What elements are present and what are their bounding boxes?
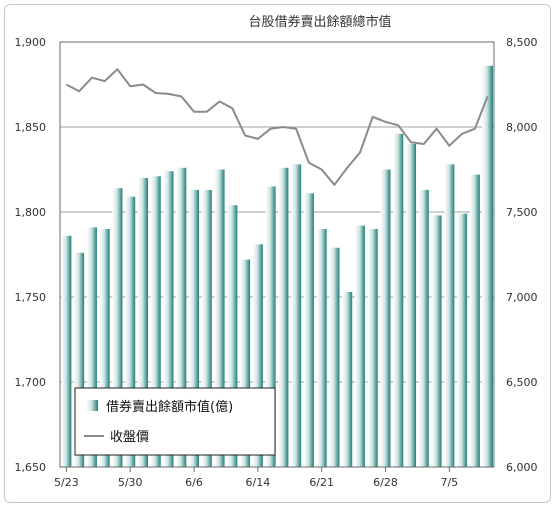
chart-title: 台股借券賣出餘額總市值 [248, 14, 391, 30]
left-tick-label: 1,850 [15, 121, 47, 134]
bar [291, 164, 302, 467]
right-axis: 6,000 6,500 7,000 7,500 8,000 8,500 [506, 36, 538, 474]
bar [444, 164, 455, 467]
plot-area-border [59, 41, 495, 468]
left-axis: 1,650 1,700 1,750 1,800 1,850 1,900 [15, 36, 47, 474]
bar [99, 229, 110, 467]
left-tick-label: 1,900 [15, 36, 47, 49]
right-tick-label: 6,500 [506, 376, 538, 389]
x-tick-label: 6/21 [309, 476, 334, 489]
right-tick-label: 8,500 [506, 36, 538, 49]
bar [316, 229, 327, 467]
bar [125, 196, 136, 467]
left-tick-label: 1,750 [15, 291, 47, 304]
left-tick-label: 1,650 [15, 461, 47, 474]
legend-line-label: 收盤價 [110, 430, 149, 445]
bar [214, 169, 225, 467]
bar [61, 235, 72, 467]
x-tick-label: 7/5 [440, 476, 458, 489]
bar [227, 205, 238, 467]
bar [342, 291, 353, 467]
x-tick-label: 6/14 [246, 476, 271, 489]
legend: 借券賣出餘額市值(億) 收盤價 [74, 387, 276, 456]
line-path [65, 68, 489, 186]
legend-box [74, 387, 276, 456]
bar-series [61, 65, 493, 468]
right-tick-label: 8,000 [506, 121, 538, 134]
bar [367, 229, 378, 467]
bar [457, 213, 468, 467]
bar [393, 133, 404, 468]
bar [406, 144, 417, 467]
bar [86, 227, 97, 467]
bar [112, 188, 123, 467]
bar [163, 171, 174, 467]
bar [303, 193, 314, 468]
x-tick-label: 5/23 [54, 476, 79, 489]
bar [380, 169, 391, 467]
legend-bar-swatch [86, 400, 98, 411]
bar [354, 225, 365, 467]
bar [265, 186, 276, 467]
left-tick-label: 1,800 [15, 206, 47, 219]
gridlines [60, 126, 494, 383]
x-tick-label: 5/30 [118, 476, 143, 489]
right-tick-label: 6,000 [506, 461, 538, 474]
x-tick-label: 6/6 [185, 476, 203, 489]
bar [482, 65, 493, 468]
bar [329, 247, 340, 467]
left-tick-label: 1,700 [15, 376, 47, 389]
bar [252, 244, 263, 467]
right-tick-label: 7,500 [506, 206, 538, 219]
bar [469, 174, 480, 467]
bar [201, 189, 212, 467]
legend-bar-label: 借券賣出餘額市值(億) [106, 399, 233, 415]
bar [240, 259, 251, 467]
right-tick-label: 7,000 [506, 291, 538, 304]
bar [431, 215, 442, 467]
bar [150, 176, 161, 468]
bar [189, 189, 200, 467]
bar [418, 189, 429, 467]
bar [278, 167, 289, 468]
bar [74, 252, 85, 467]
x-tick-label: 6/28 [373, 476, 398, 489]
x-axis: 5/23 5/30 6/6 6/14 6/21 6/28 7/5 [54, 467, 458, 489]
line-series [65, 68, 489, 186]
bar [137, 178, 148, 467]
bar [176, 167, 187, 468]
